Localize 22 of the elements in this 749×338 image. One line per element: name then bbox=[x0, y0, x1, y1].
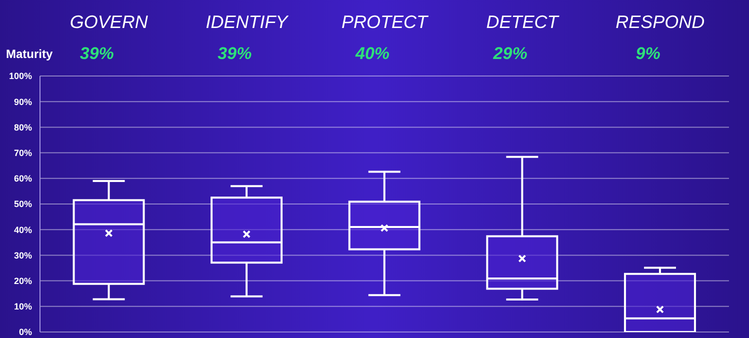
x-tick-label: RESPOND bbox=[616, 12, 705, 32]
y-tick-label: 20% bbox=[14, 276, 32, 286]
y-tick-label: 100% bbox=[8, 71, 32, 82]
text: Maturity bbox=[6, 47, 53, 61]
y-tick-label: 30% bbox=[14, 250, 32, 260]
y-tick-label: 50% bbox=[14, 199, 32, 210]
text: 29% bbox=[493, 44, 528, 63]
y-tick-label: 90% bbox=[14, 96, 32, 107]
y-tick-label: 70% bbox=[14, 148, 32, 158]
y-tick-label: 10% bbox=[14, 302, 32, 312]
x-tick-label: IDENTIFY bbox=[206, 12, 290, 32]
text: 9% bbox=[636, 44, 660, 63]
x-tick-label: DETECT bbox=[486, 12, 560, 32]
y-tick-label: 0% bbox=[18, 327, 32, 338]
text: 39% bbox=[80, 44, 114, 63]
y-tick-label: 40% bbox=[14, 224, 32, 235]
y-tick-label: 80% bbox=[14, 122, 32, 132]
y-tick-label: 60% bbox=[14, 174, 32, 184]
x-tick-label: PROTECT bbox=[341, 12, 430, 32]
text: 39% bbox=[218, 44, 252, 63]
x-tick-label: GOVERN bbox=[70, 12, 149, 32]
text: 40% bbox=[355, 44, 390, 63]
